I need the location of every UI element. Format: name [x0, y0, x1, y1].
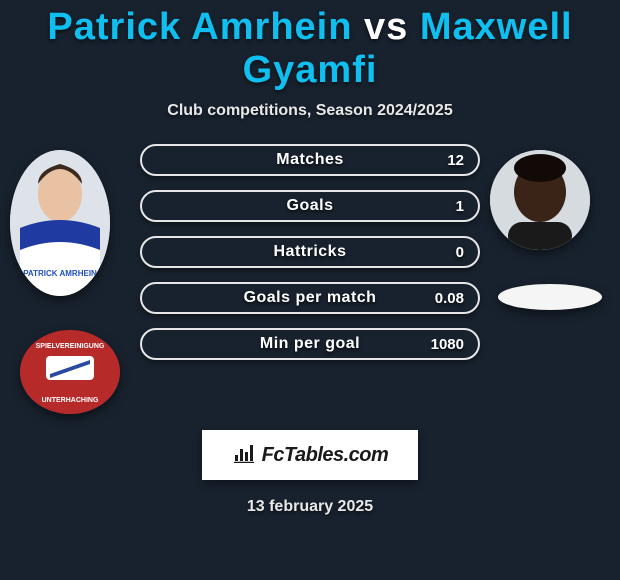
- player1-avatar: PATRICK AMRHEIN: [10, 150, 110, 296]
- svg-text:UNTERHACHING: UNTERHACHING: [42, 397, 99, 404]
- stat-right-value: 1: [456, 198, 464, 215]
- stat-row: Goals 1: [140, 190, 480, 222]
- stat-right-value: 0: [456, 244, 464, 261]
- stat-label: Hattricks: [274, 243, 347, 261]
- stat-label: Matches: [276, 151, 344, 169]
- chart-icon: [232, 441, 256, 470]
- svg-text:PATRICK AMRHEIN: PATRICK AMRHEIN: [23, 269, 97, 278]
- brand-text: FcTables.com: [262, 444, 389, 467]
- title-player1: Patrick Amrhein: [47, 6, 352, 48]
- player2-club-badge: [498, 284, 602, 310]
- title-vs: vs: [364, 6, 408, 48]
- stat-bars: Matches 12 Goals 1 Hattricks 0 Goals per…: [140, 144, 480, 374]
- stat-row: Matches 12: [140, 144, 480, 176]
- stat-right-value: 1080: [431, 336, 464, 353]
- stat-label: Goals: [287, 197, 334, 215]
- page-title: Patrick Amrhein vs Maxwell Gyamfi: [0, 0, 620, 92]
- date-label: 13 february 2025: [0, 498, 620, 516]
- svg-text:SPIELVEREINIGUNG: SPIELVEREINIGUNG: [36, 343, 105, 350]
- player2-avatar: [490, 150, 590, 250]
- stat-label: Goals per match: [244, 289, 377, 307]
- stat-row: Goals per match 0.08: [140, 282, 480, 314]
- brand-logo[interactable]: FcTables.com: [202, 430, 418, 480]
- player1-club-badge: SPIELVEREINIGUNG UNTERHACHING: [20, 330, 120, 414]
- comparison-block: PATRICK AMRHEIN SPIELVEREINIGUNG UNTERHA…: [0, 150, 620, 410]
- stat-row: Min per goal 1080: [140, 328, 480, 360]
- stat-row: Hattricks 0: [140, 236, 480, 268]
- subtitle: Club competitions, Season 2024/2025: [0, 102, 620, 120]
- stat-right-value: 0.08: [435, 290, 464, 307]
- stat-label: Min per goal: [260, 335, 360, 353]
- stat-right-value: 12: [447, 152, 464, 169]
